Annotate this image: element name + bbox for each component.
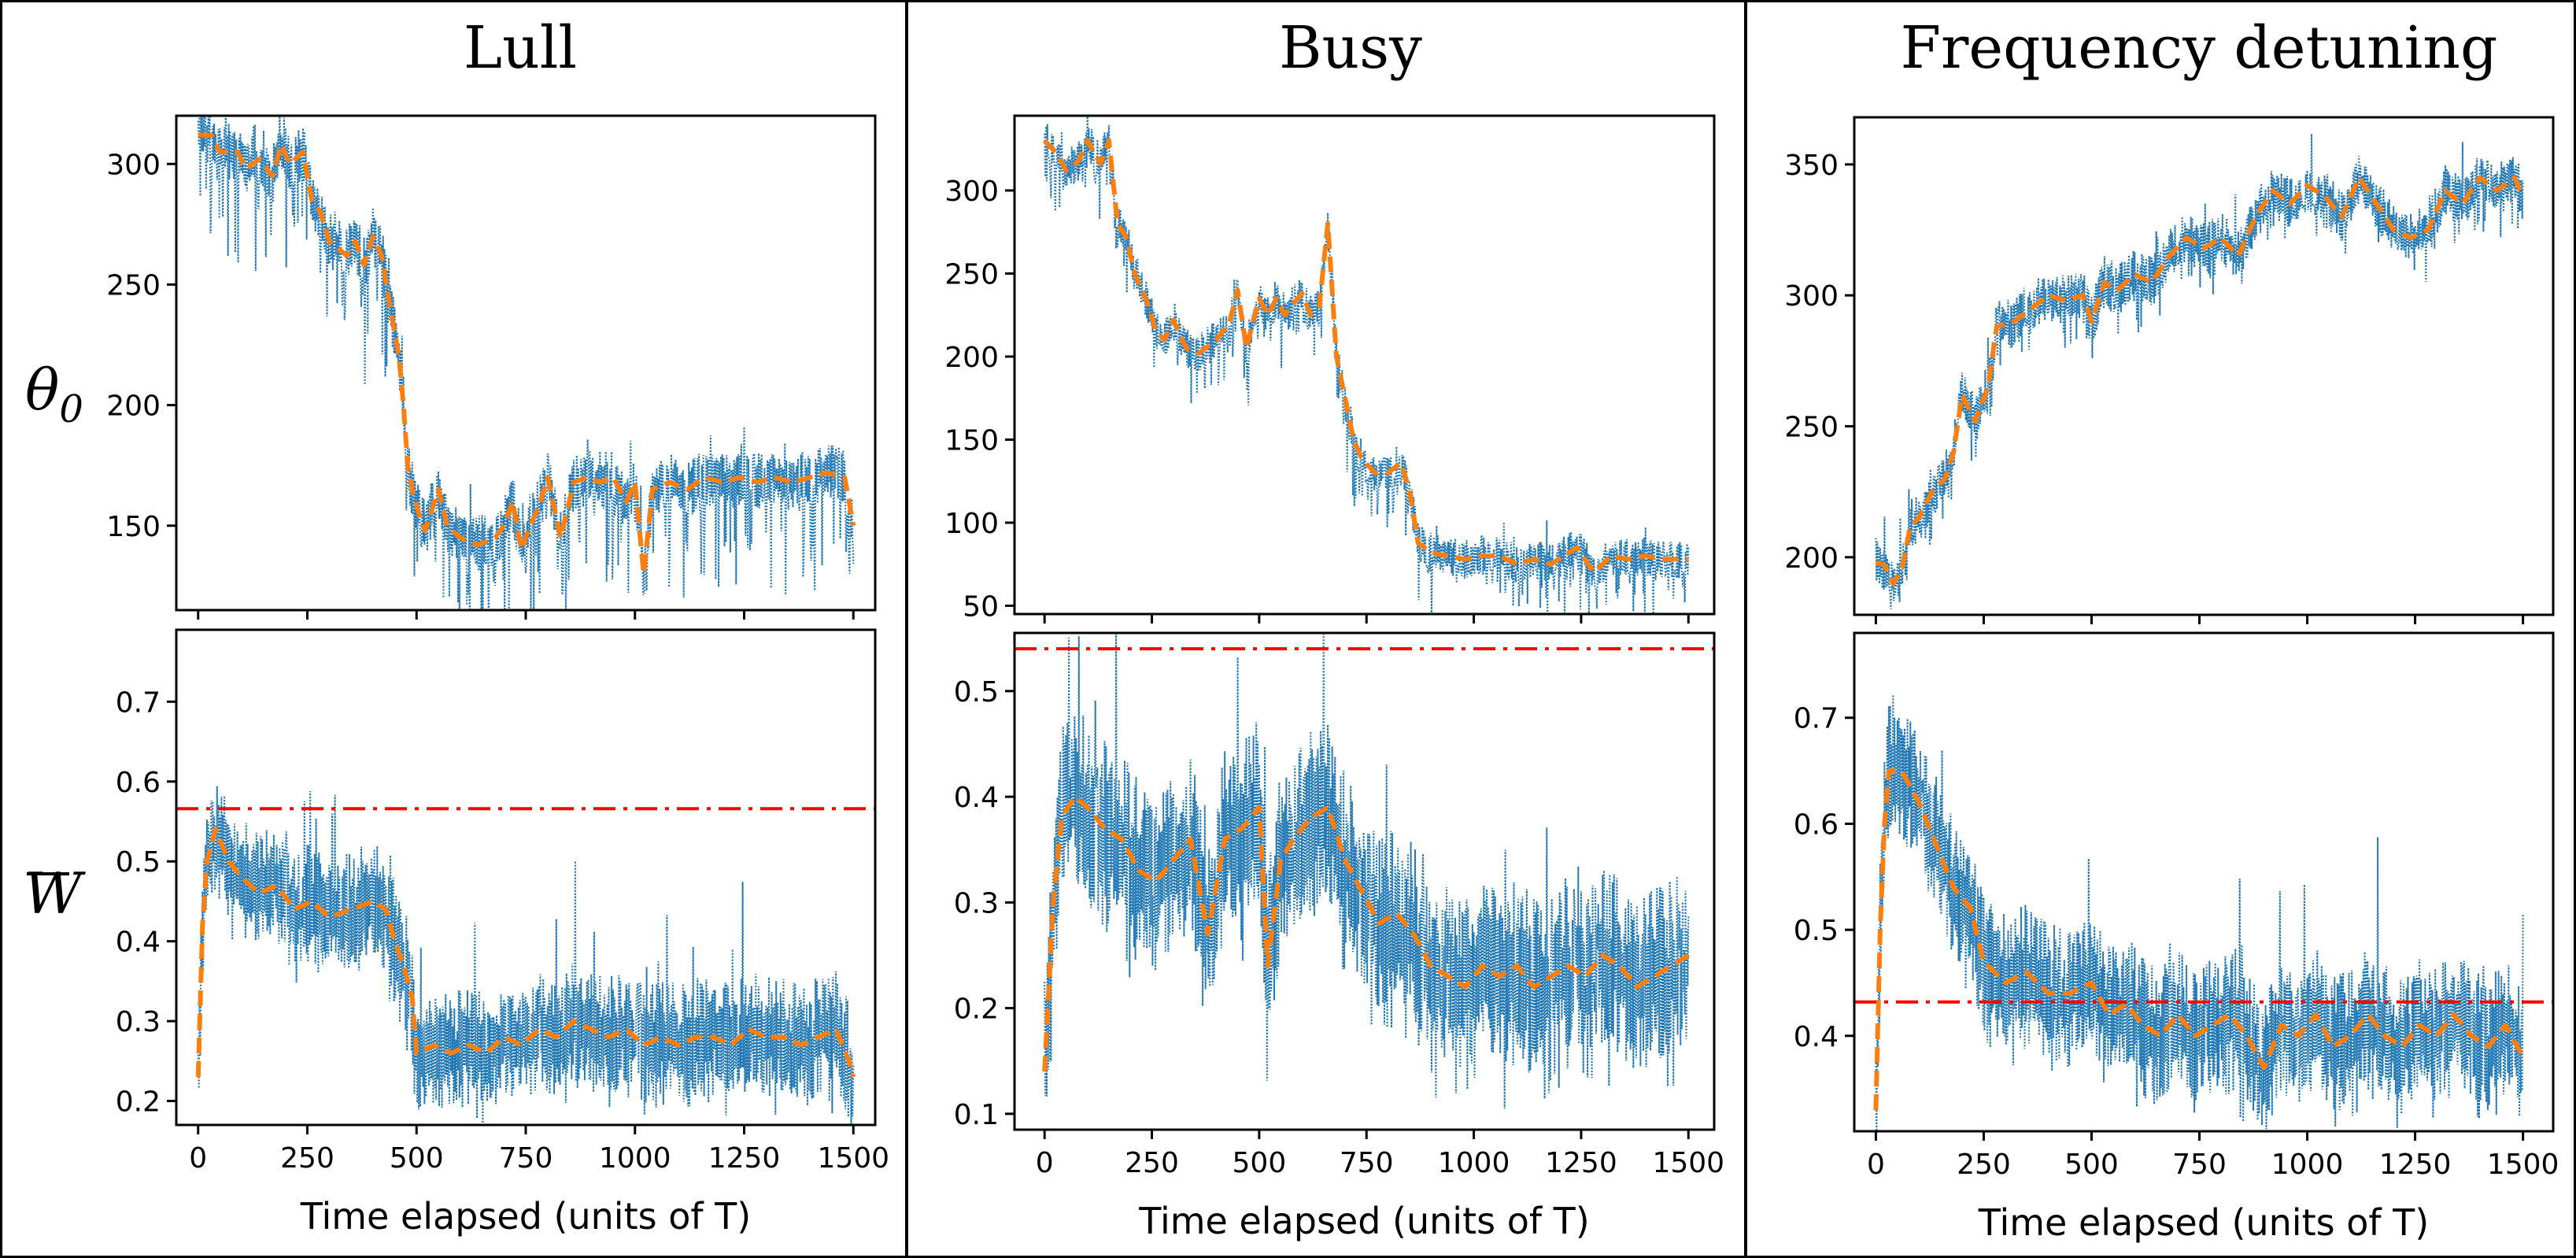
panel-title-2: Busy <box>1279 14 1422 82</box>
ytick-label: 200 <box>1784 542 1839 575</box>
smoothed-series-line <box>1042 794 1690 1072</box>
plot-area <box>197 116 856 610</box>
ytick-label: 150 <box>106 511 161 543</box>
xtick-label: 250 <box>1957 1149 2011 1181</box>
ytick-label: 350 <box>1784 150 1839 182</box>
ytick-label: 0.3 <box>954 887 999 919</box>
xtick-label: 750 <box>499 1142 553 1175</box>
plot-area <box>1015 633 1714 1109</box>
smoothed-series-line <box>1875 175 2526 586</box>
ytick-label: 0.7 <box>116 686 161 719</box>
axes-4: 0.1 0.2 0.3 0.4 0.5 0 250 500 750 1000 1250 1500 Tim… <box>954 631 1724 1242</box>
xtick-label: 1000 <box>1438 1147 1510 1179</box>
xtick-label: 1500 <box>817 1142 889 1175</box>
xtick-label: 750 <box>2172 1149 2227 1181</box>
ytick-label: 300 <box>106 149 161 181</box>
plot-area <box>1875 134 2526 609</box>
smoothed-series-line <box>195 827 856 1078</box>
ytick-label: 300 <box>1784 280 1839 313</box>
xtick-label: 0 <box>1036 1147 1054 1179</box>
xtick-label: 1000 <box>2271 1149 2344 1181</box>
xtick-label: 1250 <box>1545 1147 1617 1179</box>
ytick-label: 0.1 <box>954 1099 999 1131</box>
plot-area <box>1043 116 1690 614</box>
ytick-label: 250 <box>1784 412 1839 444</box>
axes-2: 0.2 0.3 0.4 0.5 0.6 0.7 0 250 500 750 1000 1250 1500… <box>116 628 889 1238</box>
raw-series-line <box>1044 633 1690 1109</box>
axes-6: 0.4 0.5 0.6 0.7 0 250 500 750 1000 1250 1500 Time e… <box>1794 631 2559 1244</box>
ytick-label: 50 <box>963 590 999 623</box>
xtick-label: 1500 <box>1652 1147 1724 1179</box>
row-ylabels: θ0 W <box>24 357 86 927</box>
raw-series-line <box>1875 694 2524 1131</box>
smoothed-series-line <box>198 132 856 576</box>
ytick-label: 0.5 <box>116 846 161 879</box>
xtick-label: 1250 <box>708 1142 781 1175</box>
smoothed-series-line <box>1043 138 1689 575</box>
panel-title-1: Lull <box>464 14 577 82</box>
xaxis-label: Time elapsed (units of T) <box>1138 1200 1589 1242</box>
axes-box <box>1853 631 2555 1133</box>
xaxis-label: Time elapsed (units of T) <box>300 1195 751 1238</box>
axes-box <box>1013 631 1716 1131</box>
xtick-label: 750 <box>1340 1147 1394 1179</box>
axes-box <box>1853 116 2555 616</box>
xtick-label: 250 <box>1125 1147 1179 1179</box>
ytick-label: 0.5 <box>954 676 999 709</box>
ytick-label: 0.3 <box>116 1006 161 1038</box>
xtick-label: 1500 <box>2487 1149 2559 1181</box>
panel-title-3: Frequency detuning <box>1901 14 2498 82</box>
theta-ylabel-symbol: θ <box>25 357 59 423</box>
xtick-label: 0 <box>1867 1149 1885 1181</box>
ytick-label: 100 <box>944 508 999 540</box>
ytick-label: 0.7 <box>1794 703 1839 735</box>
ytick-label: 0.2 <box>954 993 999 1026</box>
raw-series-line <box>1044 116 1690 614</box>
ytick-label: 0.5 <box>1794 915 1839 947</box>
theta-ylabel: θ0 <box>25 357 83 431</box>
axes-box <box>1013 114 1716 616</box>
smoothed-series-line <box>1873 768 2526 1111</box>
ytick-label: 150 <box>944 424 999 457</box>
ytick-label: 250 <box>944 258 999 290</box>
xaxis-label: Time elapsed (units of T) <box>1978 1201 2429 1244</box>
xtick-label: 250 <box>280 1142 334 1175</box>
panel-titles: Lull Busy Frequency detuning <box>464 14 2497 82</box>
ytick-label: 0.4 <box>116 927 161 959</box>
xtick-label: 500 <box>390 1142 444 1175</box>
ytick-label: 200 <box>106 390 161 423</box>
axes-5: 200 250 300 350 <box>1784 116 2555 624</box>
plot-area <box>1854 694 2553 1131</box>
plot-area <box>176 786 875 1125</box>
ytick-label: 200 <box>944 342 999 374</box>
xtick-label: 0 <box>189 1142 207 1175</box>
xtick-label: 1000 <box>599 1142 671 1175</box>
ytick-label: 0.4 <box>954 782 999 814</box>
xtick-label: 500 <box>2064 1149 2119 1181</box>
theta-ylabel-subscript: 0 <box>59 387 83 431</box>
ytick-label: 0.2 <box>116 1086 161 1119</box>
ytick-label: 250 <box>106 269 161 302</box>
w-ylabel: W <box>24 860 86 927</box>
ytick-label: 0.4 <box>1794 1021 1839 1053</box>
axes-1: 150 200 250 300 <box>106 114 877 620</box>
xtick-label: 500 <box>1233 1147 1287 1179</box>
ytick-label: 0.6 <box>116 767 161 799</box>
ytick-label: 300 <box>944 176 999 208</box>
axes-3: 50 100 150 200 250 300 <box>944 114 1716 623</box>
ytick-label: 0.6 <box>1794 808 1839 841</box>
xtick-label: 1250 <box>2379 1149 2452 1181</box>
